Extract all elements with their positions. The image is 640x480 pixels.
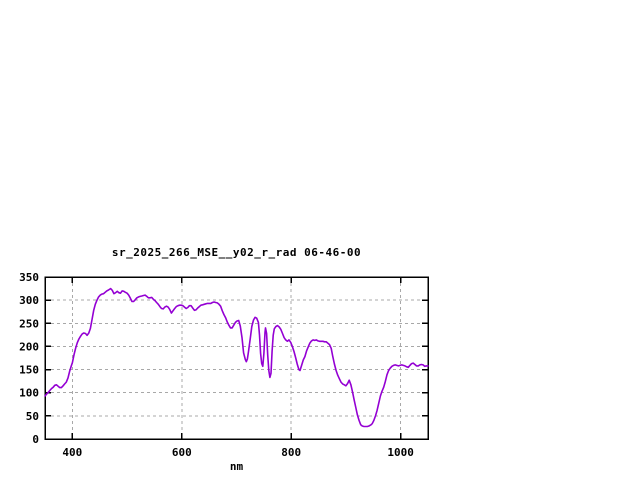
x-axis-title: nm: [229, 460, 244, 473]
y-tick-label: 200: [19, 340, 39, 353]
x-tick-label: 1000: [387, 446, 414, 459]
y-tick-label: 150: [19, 364, 39, 377]
spectrum-data-line: [44, 287, 429, 428]
y-tick-label: 50: [26, 410, 39, 423]
chart-title: sr_2025_266_MSE__y02_r_rad 06-46-00: [111, 246, 362, 259]
y-tick-label: 0: [32, 433, 39, 446]
plot-border: [44, 276, 429, 440]
y-tick-label: 300: [19, 294, 39, 307]
x-tick-label: 400: [62, 446, 82, 459]
y-tick-label: 350: [19, 271, 39, 284]
y-tick-label: 100: [19, 387, 39, 400]
x-tick-label: 800: [281, 446, 301, 459]
y-tick-label: 250: [19, 317, 39, 330]
x-tick-label: 600: [172, 446, 192, 459]
